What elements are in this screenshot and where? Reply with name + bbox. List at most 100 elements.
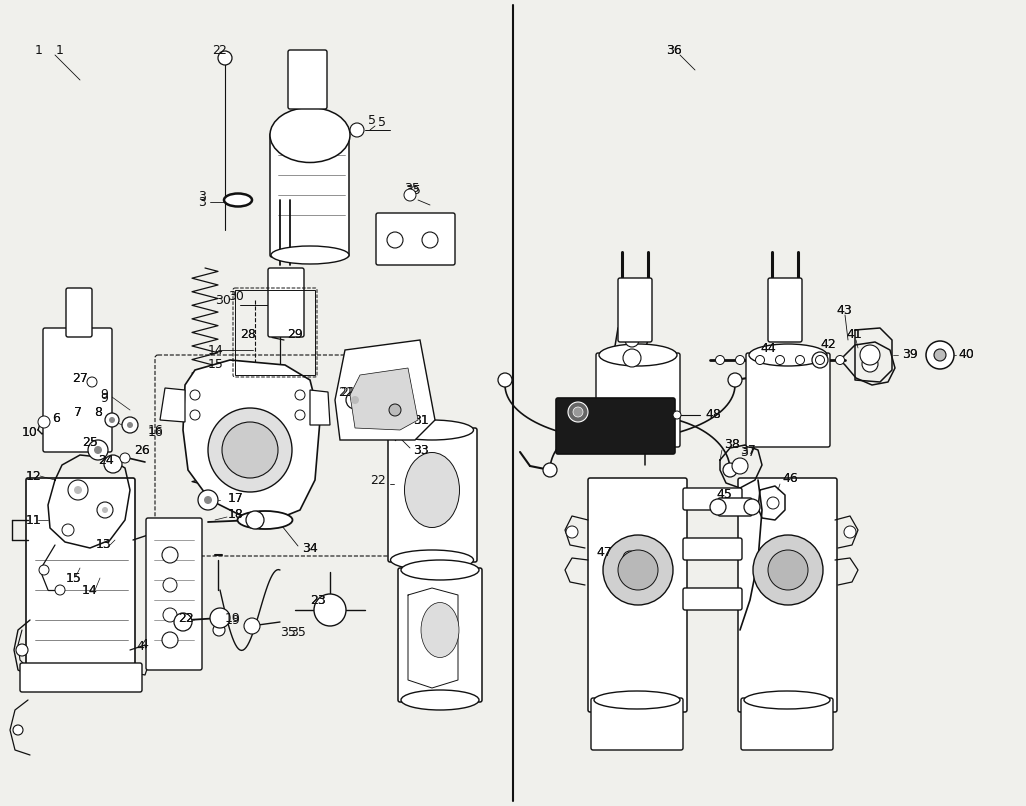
Circle shape bbox=[860, 345, 880, 365]
Text: 48: 48 bbox=[705, 409, 721, 422]
Text: 13: 13 bbox=[96, 538, 112, 551]
Text: 8: 8 bbox=[94, 405, 102, 418]
Text: 23: 23 bbox=[310, 593, 325, 606]
Ellipse shape bbox=[391, 420, 474, 440]
Text: 42: 42 bbox=[820, 339, 836, 351]
Circle shape bbox=[16, 644, 28, 656]
Circle shape bbox=[102, 507, 108, 513]
Text: 38: 38 bbox=[724, 438, 740, 451]
Text: 6: 6 bbox=[52, 412, 60, 425]
Text: 25: 25 bbox=[82, 435, 97, 448]
Polygon shape bbox=[183, 360, 320, 520]
FancyBboxPatch shape bbox=[376, 213, 455, 265]
Text: 38: 38 bbox=[724, 438, 740, 451]
Text: 26: 26 bbox=[134, 443, 150, 456]
Text: 37: 37 bbox=[740, 446, 756, 459]
Circle shape bbox=[350, 123, 364, 137]
Text: 35: 35 bbox=[405, 184, 421, 197]
Text: 43: 43 bbox=[836, 304, 852, 317]
Text: 43: 43 bbox=[836, 304, 852, 317]
Text: 35: 35 bbox=[280, 625, 295, 638]
Circle shape bbox=[623, 349, 641, 367]
FancyBboxPatch shape bbox=[738, 478, 837, 712]
Text: 1: 1 bbox=[56, 44, 64, 56]
Ellipse shape bbox=[237, 511, 292, 529]
Text: 14: 14 bbox=[208, 343, 224, 356]
Circle shape bbox=[120, 453, 130, 463]
Text: 26: 26 bbox=[134, 443, 150, 456]
Circle shape bbox=[13, 725, 23, 735]
Text: 19: 19 bbox=[225, 612, 241, 625]
Text: 14: 14 bbox=[82, 584, 97, 596]
Text: 3: 3 bbox=[198, 189, 206, 202]
Text: 11: 11 bbox=[26, 513, 42, 526]
Circle shape bbox=[218, 51, 232, 65]
Circle shape bbox=[387, 232, 403, 248]
Text: 33: 33 bbox=[413, 443, 429, 456]
FancyBboxPatch shape bbox=[288, 50, 327, 109]
Polygon shape bbox=[160, 388, 185, 422]
Circle shape bbox=[723, 463, 737, 477]
Circle shape bbox=[210, 608, 230, 628]
Circle shape bbox=[744, 499, 760, 515]
Text: 41: 41 bbox=[846, 329, 862, 342]
FancyBboxPatch shape bbox=[718, 498, 752, 516]
Ellipse shape bbox=[391, 550, 474, 570]
Circle shape bbox=[190, 410, 200, 420]
Text: 10: 10 bbox=[22, 426, 38, 438]
Circle shape bbox=[39, 565, 49, 575]
Text: 24: 24 bbox=[98, 454, 114, 467]
Text: 25: 25 bbox=[82, 435, 97, 448]
Circle shape bbox=[768, 550, 808, 590]
FancyBboxPatch shape bbox=[19, 663, 142, 692]
Circle shape bbox=[74, 486, 82, 494]
Circle shape bbox=[351, 396, 359, 404]
Text: 31: 31 bbox=[413, 413, 429, 426]
Ellipse shape bbox=[401, 690, 479, 710]
Text: 7: 7 bbox=[74, 405, 82, 418]
FancyBboxPatch shape bbox=[388, 428, 477, 562]
Circle shape bbox=[673, 411, 681, 419]
Circle shape bbox=[543, 463, 557, 477]
Text: 45: 45 bbox=[716, 488, 732, 501]
Text: 33: 33 bbox=[413, 443, 429, 456]
Text: 40: 40 bbox=[958, 348, 974, 362]
Text: 22: 22 bbox=[370, 473, 386, 487]
Circle shape bbox=[736, 355, 745, 364]
Circle shape bbox=[62, 524, 74, 536]
Circle shape bbox=[776, 355, 785, 364]
Circle shape bbox=[404, 189, 416, 201]
Circle shape bbox=[568, 402, 588, 422]
FancyBboxPatch shape bbox=[588, 478, 687, 712]
Polygon shape bbox=[336, 340, 435, 440]
FancyBboxPatch shape bbox=[683, 488, 742, 510]
Text: 5: 5 bbox=[378, 115, 386, 128]
Text: 47: 47 bbox=[596, 546, 611, 559]
Text: 47: 47 bbox=[596, 546, 611, 559]
FancyBboxPatch shape bbox=[683, 538, 742, 560]
FancyBboxPatch shape bbox=[741, 698, 833, 750]
Text: 11: 11 bbox=[26, 513, 42, 526]
Ellipse shape bbox=[270, 107, 350, 163]
Text: 35: 35 bbox=[404, 181, 420, 194]
Ellipse shape bbox=[749, 344, 827, 366]
Text: 24: 24 bbox=[98, 454, 114, 467]
Circle shape bbox=[174, 613, 192, 631]
Circle shape bbox=[87, 377, 97, 387]
Text: 15: 15 bbox=[208, 359, 224, 372]
Circle shape bbox=[127, 422, 133, 428]
Circle shape bbox=[795, 355, 804, 364]
Circle shape bbox=[422, 232, 438, 248]
Circle shape bbox=[934, 349, 946, 361]
Circle shape bbox=[105, 413, 119, 427]
Circle shape bbox=[162, 547, 177, 563]
Circle shape bbox=[623, 551, 637, 565]
FancyBboxPatch shape bbox=[618, 278, 652, 342]
Text: 36: 36 bbox=[666, 44, 681, 56]
Circle shape bbox=[835, 355, 844, 364]
Circle shape bbox=[244, 618, 260, 634]
Circle shape bbox=[198, 490, 218, 510]
Text: 21: 21 bbox=[340, 385, 356, 398]
Text: 44: 44 bbox=[760, 342, 776, 355]
Text: 30: 30 bbox=[228, 290, 244, 304]
